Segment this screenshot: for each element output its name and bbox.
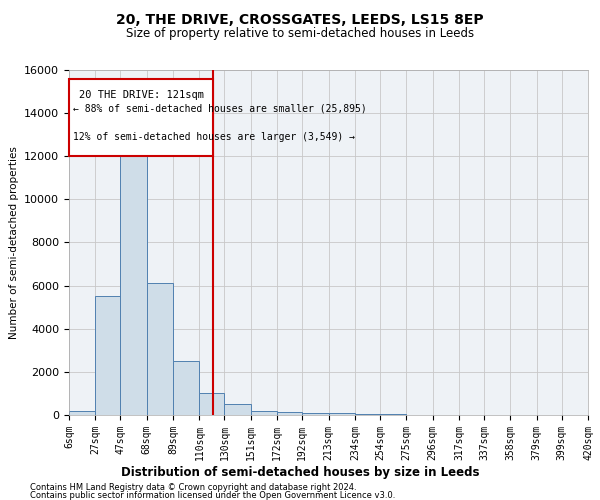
Text: 12% of semi-detached houses are larger (3,549) →: 12% of semi-detached houses are larger (… [73,132,355,142]
Bar [147,284,173,415]
Text: 20, THE DRIVE, CROSSGATES, LEEDS, LS15 8EP: 20, THE DRIVE, CROSSGATES, LEEDS, LS15 8… [116,12,484,26]
Bar [121,150,147,415]
FancyBboxPatch shape [69,78,213,156]
Bar [69,410,95,415]
Text: 20 THE DRIVE: 121sqm: 20 THE DRIVE: 121sqm [79,90,203,101]
Text: Contains HM Land Registry data © Crown copyright and database right 2024.: Contains HM Land Registry data © Crown c… [30,483,356,492]
Bar [277,412,302,415]
Bar [173,361,199,415]
Text: Size of property relative to semi-detached houses in Leeds: Size of property relative to semi-detach… [126,28,474,40]
Bar [95,296,121,415]
Bar [199,394,224,415]
Bar [224,404,251,415]
Y-axis label: Number of semi-detached properties: Number of semi-detached properties [8,146,19,339]
Bar [329,414,355,415]
Bar [355,414,380,415]
Text: ← 88% of semi-detached houses are smaller (25,895): ← 88% of semi-detached houses are smalle… [73,103,367,113]
Bar [302,413,329,415]
Text: Distribution of semi-detached houses by size in Leeds: Distribution of semi-detached houses by … [121,466,479,479]
Bar [380,414,406,415]
Text: Contains public sector information licensed under the Open Government Licence v3: Contains public sector information licen… [30,492,395,500]
Bar [251,410,277,415]
